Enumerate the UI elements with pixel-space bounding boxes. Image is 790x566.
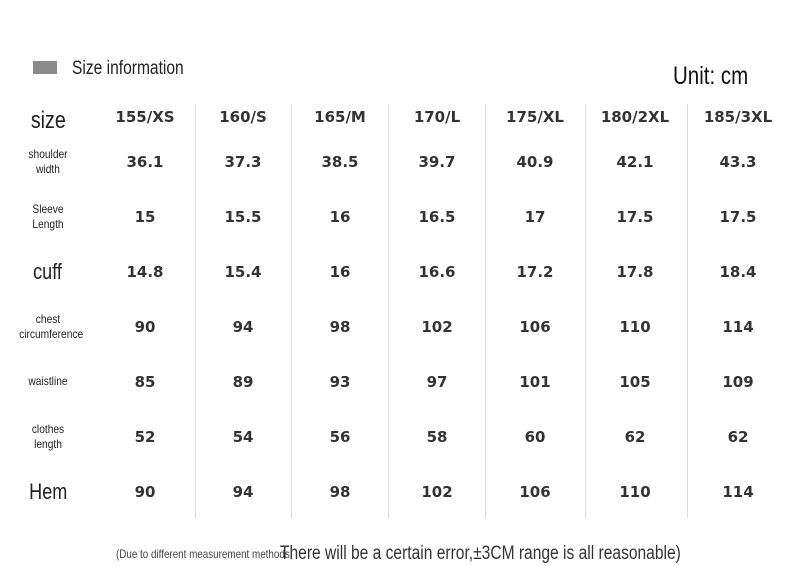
corner-label: size bbox=[30, 107, 66, 134]
size-value: 102 bbox=[421, 483, 453, 501]
size-value: 98 bbox=[329, 483, 351, 501]
size-value: 90 bbox=[134, 483, 156, 501]
size-value: 106 bbox=[519, 318, 551, 336]
size-value: 85 bbox=[134, 373, 156, 391]
size-value: 36.1 bbox=[126, 153, 164, 171]
row-label: clothes length bbox=[31, 422, 65, 451]
size-value: 110 bbox=[619, 318, 651, 336]
column-divider bbox=[388, 104, 389, 518]
footer-note-small: (Due to different measurement methods, bbox=[116, 547, 293, 561]
column-divider bbox=[687, 104, 688, 518]
size-value: 114 bbox=[722, 318, 754, 336]
size-value: 94 bbox=[232, 483, 254, 501]
column-divider bbox=[585, 104, 586, 518]
size-value: 90 bbox=[134, 318, 156, 336]
size-value: 17 bbox=[524, 208, 546, 226]
size-value: 105 bbox=[619, 373, 651, 391]
size-value: 16 bbox=[329, 263, 351, 281]
column-header: 160/S bbox=[219, 108, 267, 126]
size-value: 62 bbox=[727, 428, 749, 446]
size-value: 15.5 bbox=[224, 208, 262, 226]
size-value: 101 bbox=[519, 373, 551, 391]
size-value: 94 bbox=[232, 318, 254, 336]
size-value: 60 bbox=[524, 428, 546, 446]
size-value: 18.4 bbox=[719, 263, 757, 281]
size-value: 39.7 bbox=[418, 153, 456, 171]
size-value: 17.5 bbox=[616, 208, 654, 226]
legend-square bbox=[33, 61, 57, 74]
size-value: 109 bbox=[722, 373, 754, 391]
size-value: 110 bbox=[619, 483, 651, 501]
size-value: 56 bbox=[329, 428, 351, 446]
column-header: 170/L bbox=[413, 108, 461, 126]
size-value: 97 bbox=[426, 373, 448, 391]
size-value: 114 bbox=[722, 483, 754, 501]
footer-note: There will be a certain error,±3CM range… bbox=[280, 543, 681, 564]
size-value: 93 bbox=[329, 373, 351, 391]
size-value: 14.8 bbox=[126, 263, 164, 281]
size-value: 15 bbox=[134, 208, 156, 226]
unit: Unit: cm bbox=[673, 62, 749, 90]
column-header: 155/XS bbox=[115, 108, 175, 126]
size-value: 17.8 bbox=[616, 263, 654, 281]
row-label: Sleeve Length bbox=[32, 202, 64, 231]
size-value: 16.6 bbox=[418, 263, 456, 281]
row-label: shoulder width bbox=[28, 147, 68, 176]
size-value: 106 bbox=[519, 483, 551, 501]
size-value: 52 bbox=[134, 428, 156, 446]
column-divider bbox=[291, 104, 292, 518]
size-value: 98 bbox=[329, 318, 351, 336]
size-value: 16 bbox=[329, 208, 351, 226]
column-divider bbox=[485, 104, 486, 518]
size-value: 42.1 bbox=[616, 153, 654, 171]
title: Size information bbox=[72, 58, 184, 79]
row-label: Hem bbox=[28, 479, 68, 504]
size-value: 54 bbox=[232, 428, 254, 446]
size-value: 17.5 bbox=[719, 208, 757, 226]
size-value: 43.3 bbox=[719, 153, 757, 171]
column-header: 175/XL bbox=[506, 108, 564, 126]
size-value: 89 bbox=[232, 373, 254, 391]
size-value: 102 bbox=[421, 318, 453, 336]
row-label: chest circumference bbox=[19, 312, 84, 341]
row-label: cuff bbox=[33, 259, 63, 284]
column-header: 180/2XL bbox=[600, 108, 670, 126]
row-label: waistline bbox=[28, 374, 68, 388]
column-header: 185/3XL bbox=[703, 108, 773, 126]
size-value: 38.5 bbox=[321, 153, 359, 171]
column-header: 165/M bbox=[314, 108, 366, 126]
size-value: 40.9 bbox=[516, 153, 554, 171]
size-value: 62 bbox=[624, 428, 646, 446]
size-value: 16.5 bbox=[418, 208, 456, 226]
column-divider bbox=[195, 104, 196, 518]
size-value: 37.3 bbox=[224, 153, 262, 171]
size-value: 15.4 bbox=[224, 263, 262, 281]
size-value: 58 bbox=[426, 428, 448, 446]
size-value: 17.2 bbox=[516, 263, 554, 281]
